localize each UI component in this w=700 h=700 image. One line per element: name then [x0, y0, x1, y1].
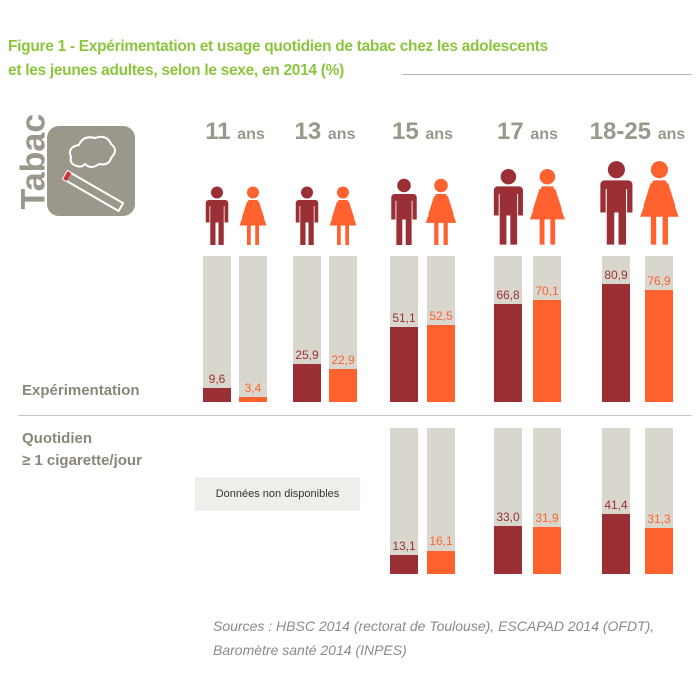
female-bar — [427, 325, 455, 402]
male-figure-icon — [202, 185, 232, 245]
value-label: 41,4 — [604, 497, 628, 512]
bar-track — [203, 256, 231, 402]
bar-track — [533, 256, 561, 402]
value-label: 52,5 — [429, 309, 453, 324]
male-bar — [203, 387, 231, 402]
female-bar — [533, 527, 561, 574]
bar-track — [533, 428, 561, 574]
female-figure-icon — [424, 177, 458, 245]
bar-track — [427, 428, 455, 574]
value-label: 33,0 — [496, 509, 520, 524]
female-figure-icon — [238, 185, 268, 245]
bar-track — [494, 256, 522, 402]
male-bar — [602, 283, 630, 402]
value-label: 51,1 — [392, 311, 416, 326]
female-figure-icon — [638, 159, 681, 245]
title-rule — [402, 74, 692, 75]
title-line-2: et les jeunes adultes, selon le sexe, en… — [8, 62, 344, 79]
bar-track — [427, 256, 455, 402]
bar-track — [329, 256, 357, 402]
value-label: 66,8 — [496, 288, 520, 303]
bar-track — [602, 256, 630, 402]
value-label: 22,9 — [331, 352, 355, 367]
sources-line-1: Sources : HBSC 2014 (rectorat de Toulous… — [213, 618, 655, 634]
sources-line-2: Baromètre santé 2014 (INPES) — [213, 642, 407, 658]
female-bar — [533, 299, 561, 402]
value-label: 70,1 — [535, 283, 559, 298]
bar-track — [293, 256, 321, 402]
bar-track — [239, 256, 267, 402]
age-label: 15 ans — [392, 118, 453, 145]
female-bar — [645, 528, 673, 574]
age-label: 11 ans — [205, 118, 265, 145]
bar-track — [645, 428, 673, 574]
male-figure-icon — [292, 185, 322, 245]
bar-track — [602, 428, 630, 574]
value-label: 13,1 — [392, 538, 416, 553]
section-quotidien: Quotidien — [22, 430, 92, 447]
male-bar — [494, 304, 522, 402]
female-figure-icon — [328, 185, 358, 245]
male-bar — [494, 525, 522, 574]
value-label: 76,9 — [647, 273, 671, 288]
age-label: 13 ans — [294, 118, 356, 145]
title-line-1: Figure 1 - Expérimentation et usage quot… — [8, 38, 548, 55]
age-label: 18-25 ans — [589, 118, 686, 145]
section-experimentation: Expérimentation — [22, 382, 140, 399]
female-figure-icon — [528, 167, 567, 245]
male-figure-icon — [489, 167, 528, 245]
value-label: 80,9 — [604, 267, 628, 282]
divider — [18, 415, 692, 416]
age-label: 17 ans — [497, 118, 558, 145]
male-bar — [390, 327, 418, 402]
value-label: 3,4 — [244, 381, 262, 396]
bar-track — [390, 256, 418, 402]
section-quotidien-sub: ≥ 1 cigarette/jour — [22, 452, 142, 469]
value-label: 16,1 — [429, 534, 453, 549]
male-bar — [293, 364, 321, 402]
not-available-box: Données non disponibles — [195, 477, 360, 511]
male-bar — [602, 513, 630, 574]
male-figure-icon — [595, 159, 638, 245]
value-label: 31,3 — [647, 512, 671, 527]
value-label: 25,9 — [295, 348, 319, 363]
cigarette-icon — [47, 126, 135, 216]
bar-track — [390, 428, 418, 574]
value-label: 9,6 — [208, 371, 226, 386]
bar-track — [645, 256, 673, 402]
male-figure-icon — [387, 177, 421, 245]
male-bar — [390, 554, 418, 574]
female-bar — [427, 550, 455, 574]
female-bar — [645, 289, 673, 402]
female-bar — [239, 397, 267, 402]
bar-track — [494, 428, 522, 574]
value-label: 31,9 — [535, 511, 559, 526]
female-bar — [329, 368, 357, 402]
